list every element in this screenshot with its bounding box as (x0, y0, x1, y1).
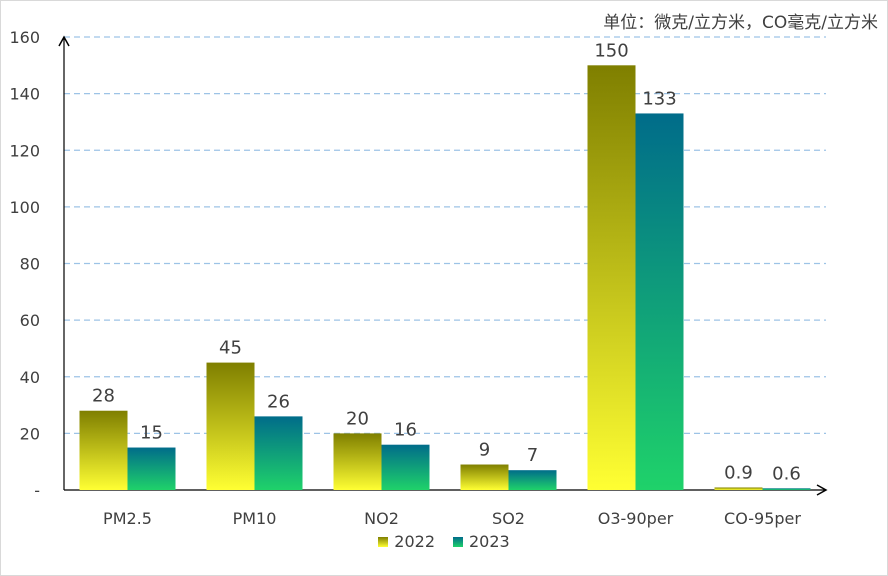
legend-label-2022: 2022 (394, 532, 435, 551)
legend: 2022 2023 (0, 532, 888, 551)
bar-2022-PM10 (206, 362, 255, 490)
data-label: 20 (346, 408, 369, 429)
legend-label-2023: 2023 (469, 532, 510, 551)
data-label: 133 (642, 88, 676, 109)
y-tick-label: 80 (20, 255, 40, 274)
x-category-label: O3-90per (598, 509, 674, 528)
bar-2022-CO-95per (714, 487, 763, 490)
data-label: 26 (267, 391, 290, 412)
y-tick-label: 140 (9, 85, 40, 104)
bar-2023-NO2 (381, 444, 430, 490)
y-tick-label: 60 (20, 311, 40, 330)
x-category-label: CO-95per (724, 509, 801, 528)
data-label: 150 (594, 40, 628, 61)
y-tick-label: 20 (20, 424, 40, 443)
y-tick-label: - (34, 481, 40, 500)
unit-note: 单位：微克/立方米，CO毫克/立方米 (603, 13, 878, 33)
bar-2022-SO2 (460, 464, 509, 490)
data-label: 9 (479, 440, 490, 461)
bar-2022-O3-90per (587, 65, 636, 490)
bar-2022-NO2 (333, 433, 382, 490)
bar-2023-PM10 (254, 416, 303, 490)
data-label: 15 (140, 423, 163, 444)
x-category-label: SO2 (492, 509, 525, 528)
data-label: 7 (527, 445, 538, 466)
bar-2023-O3-90per (635, 113, 684, 490)
legend-item-2022: 2022 (378, 532, 435, 551)
legend-swatch-2023 (453, 536, 463, 547)
y-tick-label: 120 (9, 141, 40, 160)
y-axis-arrow (58, 35, 70, 47)
x-category-label: PM2.5 (103, 509, 152, 528)
y-tick-label: 160 (9, 28, 40, 47)
bar-2023-SO2 (508, 470, 557, 490)
data-label: 45 (219, 338, 242, 359)
legend-item-2023: 2023 (453, 532, 510, 551)
bar-2023-CO-95per (762, 488, 811, 490)
x-axis-arrow (816, 484, 828, 496)
bar-2022-PM2.5 (79, 410, 128, 490)
legend-swatch-2022 (378, 536, 389, 547)
data-label: 28 (92, 386, 115, 407)
y-tick-label: 100 (9, 198, 40, 217)
bar-2023-PM2.5 (127, 447, 176, 490)
y-tick-label: 40 (20, 368, 40, 387)
x-category-label: NO2 (364, 509, 399, 528)
data-label: 0.9 (724, 462, 753, 483)
data-label: 0.6 (772, 463, 801, 484)
x-category-label: PM10 (233, 509, 277, 528)
data-label: 16 (394, 420, 417, 441)
